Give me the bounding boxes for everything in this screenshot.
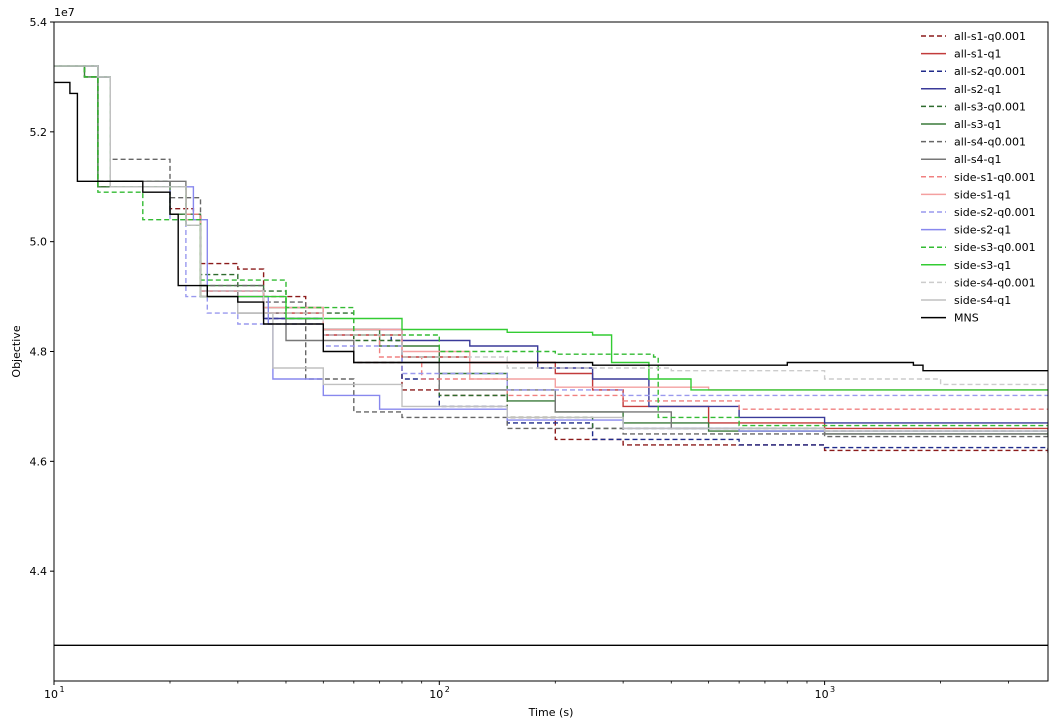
legend: all-s1-q0.001 all-s1-q1 all-s2-q0.001 all-s… bbox=[921, 30, 1036, 325]
legend-label: side-s4-q1 bbox=[954, 294, 1011, 307]
x-axis-label: Time (s) bbox=[528, 706, 574, 719]
y-tick-label: 5.0 bbox=[30, 236, 48, 249]
legend-label: all-s1-q0.001 bbox=[954, 30, 1026, 43]
x-tick-exponent: 3 bbox=[830, 685, 835, 694]
y-tick-label: 4.4 bbox=[30, 565, 48, 578]
legend-label: all-s2-q1 bbox=[954, 83, 1002, 96]
legend-label: all-s4-q0.001 bbox=[954, 136, 1026, 149]
y-tick-label: 4.6 bbox=[30, 455, 48, 468]
legend-label: side-s1-q1 bbox=[954, 188, 1011, 201]
y-tick-label: 5.2 bbox=[30, 126, 48, 139]
series-line-all-s2-q0.001 bbox=[54, 65, 1048, 451]
legend-label: MNS bbox=[954, 312, 979, 325]
series-line-side-s1-q1 bbox=[54, 65, 1048, 391]
x-tick-label: 10 bbox=[429, 688, 443, 701]
series-line-side-s4-q0.001 bbox=[54, 65, 1048, 386]
plot-frame bbox=[53, 21, 1049, 682]
series-line-side-s2-q1 bbox=[54, 65, 1048, 432]
legend-label: all-s2-q0.001 bbox=[954, 65, 1026, 78]
legend-label: side-s4-q0.001 bbox=[954, 276, 1036, 289]
series-line-all-s1-q0.001 bbox=[54, 65, 1048, 456]
x-tick-exponent: 1 bbox=[59, 685, 64, 694]
x-tick-label: 10 bbox=[815, 688, 829, 701]
legend-label: side-s3-q1 bbox=[954, 259, 1011, 272]
series-line-side-s4-q1 bbox=[54, 65, 1048, 432]
y-offset-text: 1e7 bbox=[54, 6, 75, 19]
legend-label: all-s3-q1 bbox=[954, 118, 1002, 131]
legend-label: side-s2-q1 bbox=[954, 224, 1011, 237]
y-tick-label: 5.4 bbox=[30, 16, 48, 29]
x-tick-label: 10 bbox=[44, 688, 58, 701]
series-lines bbox=[54, 65, 1048, 646]
x-tick-exponent: 2 bbox=[445, 685, 450, 694]
y-tick-label: 4.8 bbox=[30, 346, 48, 359]
legend-label: all-s3-q0.001 bbox=[954, 100, 1026, 113]
series-line-side-s1-q0.001 bbox=[54, 65, 1048, 410]
legend-label: side-s1-q0.001 bbox=[954, 171, 1036, 184]
legend-label: all-s1-q1 bbox=[954, 48, 1002, 61]
series-line-all-s3-q1 bbox=[54, 65, 1048, 437]
series-line-side-s3-q1 bbox=[54, 65, 1048, 391]
series-line-side-s3-q0.001 bbox=[54, 65, 1048, 427]
series-line-MNS bbox=[54, 81, 1048, 372]
legend-label: all-s4-q1 bbox=[954, 153, 1002, 166]
y-axis-label: Objective bbox=[10, 325, 23, 377]
series-line-side-s2-q0.001 bbox=[54, 65, 1048, 397]
series-line-all-s2-q1 bbox=[54, 65, 1048, 424]
legend-label: side-s3-q0.001 bbox=[954, 241, 1036, 254]
series-line-all-s1-q1 bbox=[54, 65, 1048, 432]
series-line-all-s4-q0.001 bbox=[54, 65, 1048, 438]
legend-label: side-s2-q0.001 bbox=[954, 206, 1036, 219]
